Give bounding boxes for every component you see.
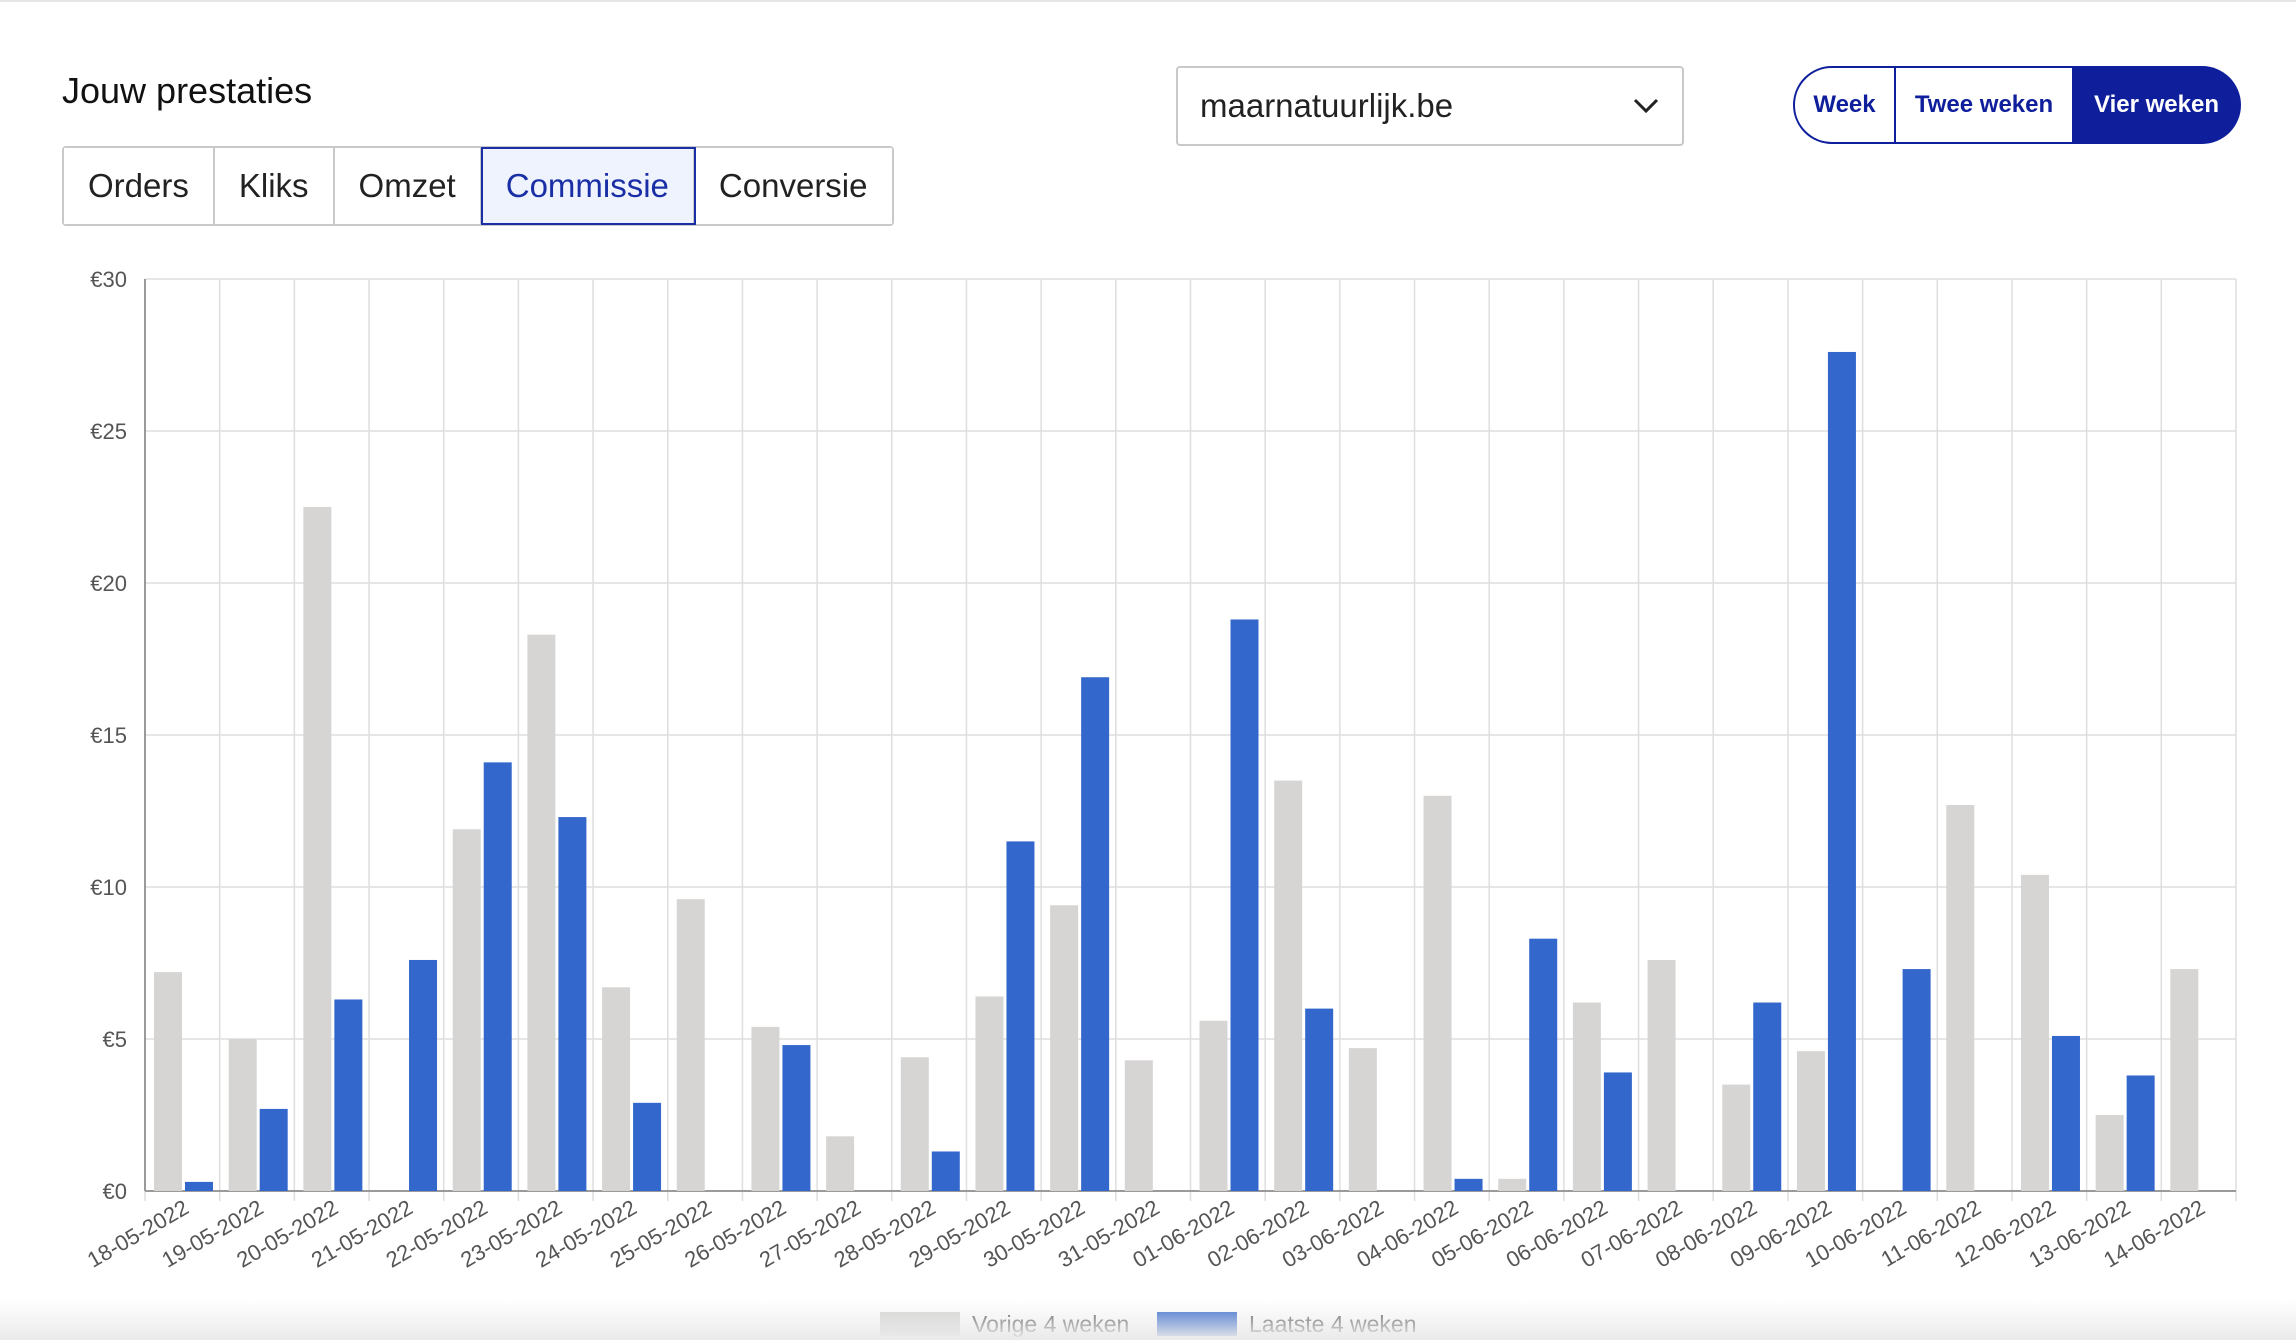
y-tick-label: €10 <box>90 875 127 900</box>
y-tick-label: €0 <box>103 1179 127 1204</box>
bar-vorige <box>2020 874 2049 1191</box>
tab-conversie[interactable]: Conversie <box>694 148 892 224</box>
legend-swatch-laatste <box>1157 1312 1237 1336</box>
y-tick-label: €15 <box>90 723 127 748</box>
bar-vorige <box>228 1039 257 1191</box>
bar-vorige <box>1946 804 1975 1191</box>
legend-swatch-vorige <box>880 1312 960 1336</box>
bar-vorige <box>452 829 481 1191</box>
bar-vorige <box>826 1136 855 1191</box>
y-tick-label: €20 <box>90 571 127 596</box>
bar-laatste <box>1827 351 1856 1192</box>
bar-laatste <box>782 1045 811 1191</box>
bar-laatste <box>1006 841 1035 1191</box>
tab-omzet[interactable]: Omzet <box>334 148 482 224</box>
bar-vorige <box>1423 795 1452 1191</box>
period-toggle: Week Twee weken Vier weken <box>1793 66 2241 144</box>
bar-vorige <box>527 634 556 1191</box>
bar-vorige <box>1348 1048 1377 1191</box>
metric-tabs: Orders Kliks Omzet Commissie Conversie <box>62 146 894 226</box>
bar-vorige <box>1647 959 1676 1191</box>
bar-laatste <box>1454 1178 1483 1191</box>
bar-vorige <box>1796 1051 1825 1191</box>
bar-vorige <box>900 1057 929 1191</box>
bar-laatste <box>259 1108 288 1191</box>
bar-vorige <box>602 987 631 1191</box>
bar-laatste <box>1529 938 1558 1191</box>
bar-laatste <box>1230 619 1259 1191</box>
bar-laatste <box>2051 1035 2080 1191</box>
bar-vorige <box>975 996 1004 1191</box>
bar-laatste <box>483 762 512 1191</box>
bar-laatste <box>558 817 587 1191</box>
bar-vorige <box>1050 905 1079 1191</box>
y-tick-label: €25 <box>90 419 127 444</box>
bar-vorige <box>154 972 182 1191</box>
bar-vorige <box>1722 1084 1751 1191</box>
bar-vorige <box>1572 1002 1601 1191</box>
site-select-value: maarnatuurlijk.be <box>1200 87 1454 124</box>
bar-laatste <box>185 1181 213 1191</box>
bar-laatste <box>633 1102 662 1191</box>
y-tick-label: €30 <box>90 267 127 292</box>
y-tick-label: €5 <box>103 1027 127 1052</box>
bar-laatste <box>1902 969 1931 1191</box>
bar-vorige <box>1274 780 1303 1191</box>
bar-vorige <box>676 899 705 1191</box>
bar-laatste <box>1603 1072 1632 1191</box>
bar-laatste <box>1081 677 1110 1191</box>
bar-vorige <box>303 507 332 1191</box>
bar-vorige <box>2170 969 2199 1191</box>
site-select[interactable]: maarnatuurlijk.be <box>1176 66 1684 146</box>
bar-vorige <box>751 1026 780 1191</box>
bar-vorige <box>1199 1020 1228 1191</box>
bar-vorige <box>2095 1115 2124 1191</box>
legend-label: Laatste 4 weken <box>1249 1311 1417 1337</box>
tab-commissie[interactable]: Commissie <box>480 147 696 225</box>
bar-vorige <box>1498 1178 1527 1191</box>
tab-orders[interactable]: Orders <box>64 148 215 224</box>
bar-laatste <box>2126 1075 2155 1191</box>
tab-kliks[interactable]: Kliks <box>214 148 335 224</box>
bar-laatste <box>409 959 438 1191</box>
period-week-button[interactable]: Week <box>1793 66 1896 144</box>
period-four-weeks-button[interactable]: Vier weken <box>2074 66 2241 144</box>
page-title: Jouw prestaties <box>62 70 313 111</box>
period-two-weeks-button[interactable]: Twee weken <box>1896 66 2074 144</box>
bar-laatste <box>1305 1008 1334 1191</box>
chevron-down-icon <box>1632 97 1660 115</box>
bar-vorige <box>1124 1060 1153 1191</box>
top-divider <box>0 0 2296 2</box>
bar-laatste <box>931 1151 960 1191</box>
bar-laatste <box>334 999 363 1191</box>
bar-laatste <box>1753 1002 1782 1191</box>
legend-label: Vorige 4 weken <box>972 1311 1129 1337</box>
